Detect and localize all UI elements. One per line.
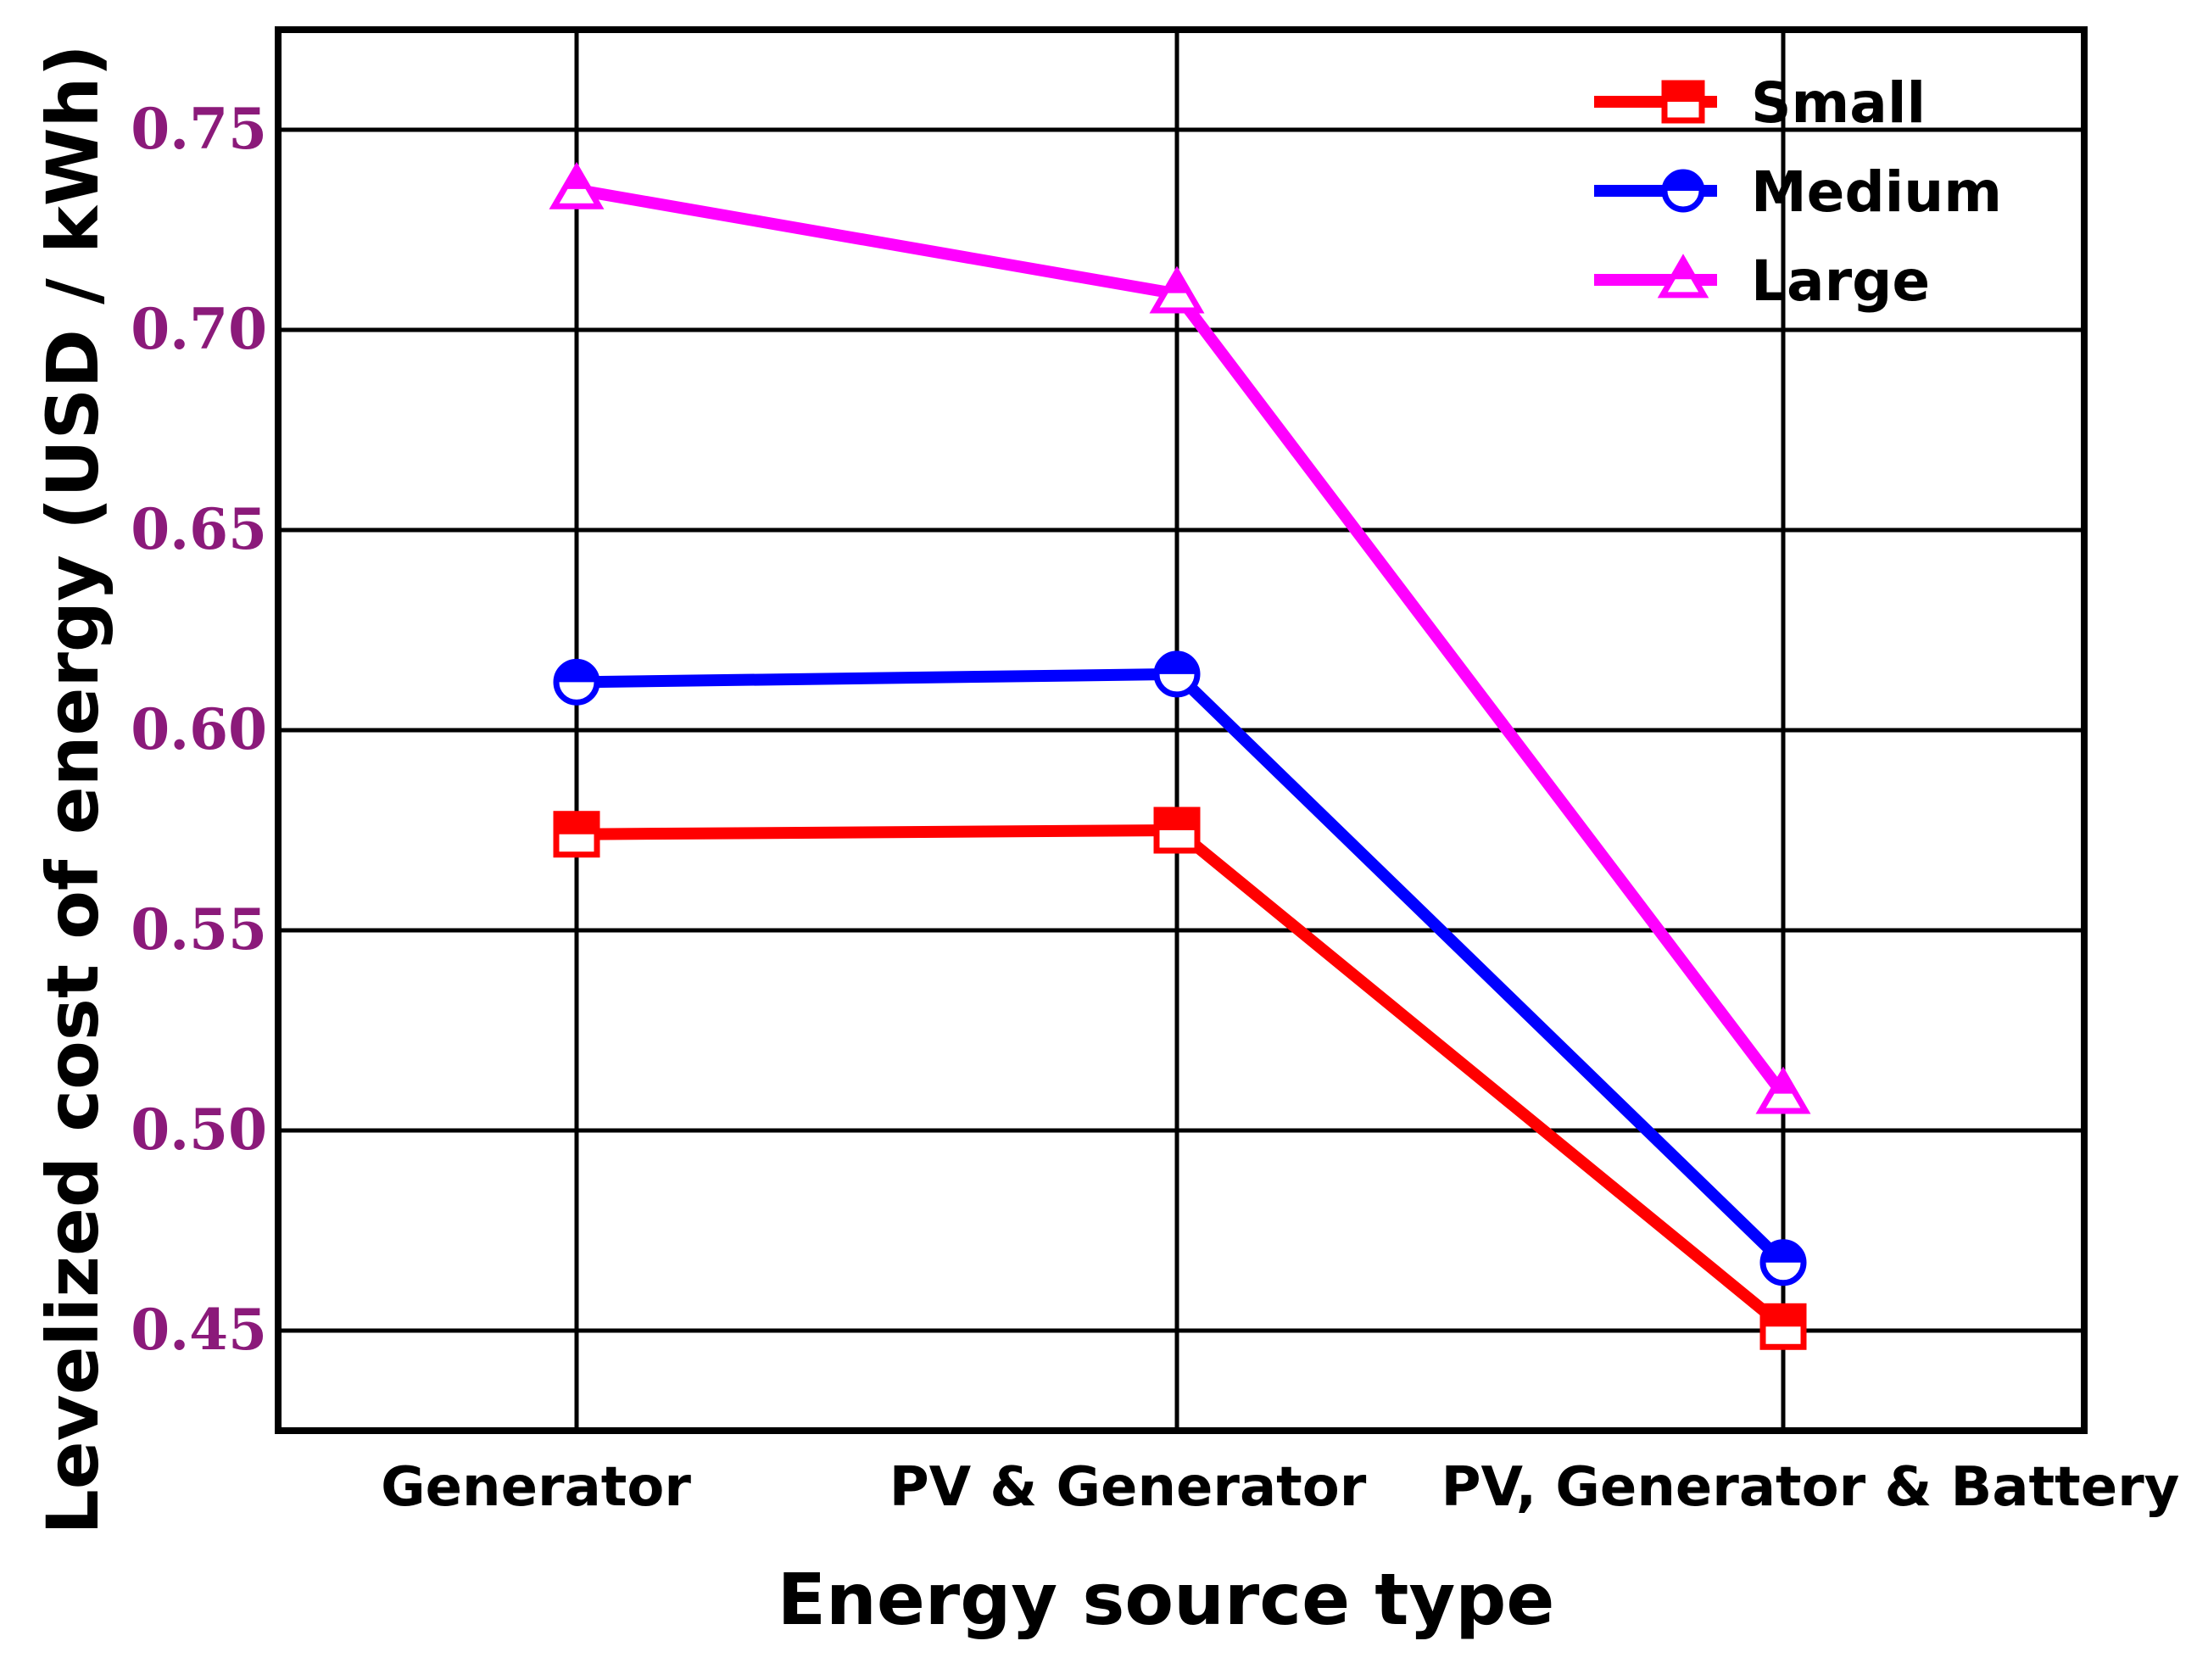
circle-marker-fill [1157, 653, 1197, 674]
y-tick-label: 0.55 [131, 896, 267, 963]
y-tick-label: 0.70 [131, 296, 267, 362]
circle-marker-fill [556, 661, 597, 683]
legend-label: Medium [1751, 159, 2002, 225]
triangle-marker-fill [1671, 260, 1695, 280]
plot-frame [275, 26, 2088, 1434]
legend-entry-small: Small [1594, 70, 1926, 136]
legend-entry-medium: Medium [1594, 159, 2002, 225]
series-line [575, 183, 1788, 1098]
triangle-marker-fill [564, 167, 589, 189]
series-small [553, 807, 1807, 1350]
series-line [576, 824, 1787, 1331]
legend-entry-large: Large [1594, 248, 1930, 314]
circle-marker-fill [1664, 172, 1702, 191]
triangle-marker-fill [1770, 1072, 1796, 1094]
series-medium [553, 650, 1807, 1287]
y-tick-label: 0.60 [131, 696, 267, 762]
square-marker-fill [556, 813, 597, 834]
y-tick-labels: 0.45 0.50 0.55 0.60 0.65 0.70 0.75 [131, 96, 267, 1363]
y-tick-label: 0.65 [131, 496, 267, 562]
legend: Small Medium Large [1594, 70, 2002, 314]
square-marker-fill [1664, 83, 1702, 102]
x-tick-label: PV, Generator & Battery [1441, 1456, 2180, 1519]
triangle-marker-fill [1164, 271, 1190, 293]
y-tick-label: 0.50 [131, 1097, 267, 1163]
grid-lines [278, 30, 2084, 1431]
y-tick-label: 0.45 [131, 1297, 267, 1363]
x-tick-label: Generator [381, 1456, 691, 1519]
legend-label: Large [1751, 248, 1930, 314]
y-axis-label: Levelized cost of energy (USD / kWh) [31, 44, 114, 1534]
x-tick-label: PV & Generator [889, 1456, 1367, 1519]
series-large [549, 161, 1811, 1114]
legend-label: Small [1751, 70, 1926, 136]
square-marker-fill [1157, 810, 1197, 830]
x-axis-label: Energy source type [778, 1558, 1555, 1641]
y-tick-label: 0.75 [131, 96, 267, 162]
circle-marker-fill [1763, 1242, 1804, 1263]
x-tick-labels: Generator PV & Generator PV, Generator & B… [381, 1456, 2179, 1519]
square-marker-fill [1763, 1306, 1804, 1327]
series-group [549, 161, 1811, 1350]
